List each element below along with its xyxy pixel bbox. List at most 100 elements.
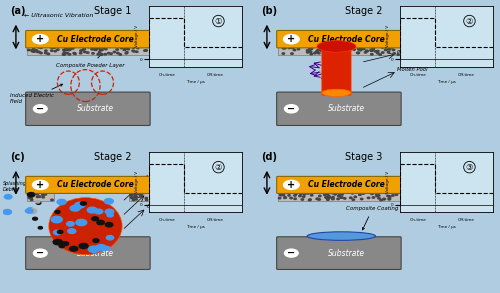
Circle shape <box>36 194 38 195</box>
Circle shape <box>68 50 70 51</box>
Circle shape <box>282 47 284 49</box>
Circle shape <box>88 246 100 253</box>
Circle shape <box>358 49 360 50</box>
Circle shape <box>329 49 331 51</box>
Circle shape <box>376 52 379 54</box>
Circle shape <box>319 47 322 49</box>
Text: Cu Electrode Core: Cu Electrode Core <box>308 35 384 44</box>
Circle shape <box>4 195 12 199</box>
Circle shape <box>341 194 344 195</box>
Circle shape <box>36 196 39 197</box>
Circle shape <box>376 195 378 197</box>
Circle shape <box>38 192 40 193</box>
Circle shape <box>88 207 97 213</box>
Circle shape <box>97 220 104 225</box>
Circle shape <box>371 47 374 48</box>
Circle shape <box>42 197 44 198</box>
Circle shape <box>36 201 40 203</box>
Circle shape <box>316 50 318 52</box>
Circle shape <box>94 49 97 50</box>
Circle shape <box>370 45 372 46</box>
Circle shape <box>34 45 37 46</box>
Circle shape <box>325 46 328 47</box>
Circle shape <box>104 54 106 55</box>
Circle shape <box>340 197 342 198</box>
Text: (a): (a) <box>10 6 26 16</box>
Circle shape <box>384 49 387 51</box>
Bar <box>278 45 400 55</box>
Circle shape <box>40 47 42 49</box>
Circle shape <box>63 52 66 53</box>
Circle shape <box>57 199 66 205</box>
Circle shape <box>358 191 360 192</box>
Circle shape <box>100 54 103 55</box>
Circle shape <box>70 205 80 211</box>
Circle shape <box>104 48 107 50</box>
Circle shape <box>96 46 98 47</box>
Circle shape <box>362 191 364 193</box>
Circle shape <box>88 46 90 48</box>
Circle shape <box>64 48 67 50</box>
Circle shape <box>70 246 78 251</box>
Text: +: + <box>36 34 44 44</box>
Circle shape <box>73 45 76 47</box>
Circle shape <box>82 49 84 51</box>
Circle shape <box>138 193 140 195</box>
Circle shape <box>50 47 53 48</box>
Circle shape <box>123 49 126 51</box>
Circle shape <box>132 47 134 48</box>
Circle shape <box>360 47 363 48</box>
Circle shape <box>362 48 365 50</box>
Circle shape <box>133 51 135 52</box>
Text: Molten Pool: Molten Pool <box>398 67 428 72</box>
Circle shape <box>109 45 112 47</box>
Circle shape <box>280 193 282 195</box>
Circle shape <box>35 50 37 51</box>
Circle shape <box>310 195 313 196</box>
Circle shape <box>308 48 311 50</box>
Circle shape <box>134 196 136 197</box>
Circle shape <box>354 45 356 47</box>
Circle shape <box>281 191 283 193</box>
Circle shape <box>31 191 34 192</box>
Circle shape <box>380 45 383 47</box>
Bar <box>27 190 54 200</box>
Circle shape <box>370 54 373 55</box>
Circle shape <box>372 48 374 50</box>
Circle shape <box>36 51 39 52</box>
Circle shape <box>44 50 47 52</box>
Circle shape <box>297 48 300 50</box>
Circle shape <box>354 196 356 197</box>
Circle shape <box>366 50 368 52</box>
Circle shape <box>54 50 56 52</box>
Circle shape <box>140 194 142 195</box>
Circle shape <box>356 52 359 54</box>
Circle shape <box>106 222 113 227</box>
Text: Stage 3: Stage 3 <box>344 152 382 162</box>
Circle shape <box>38 196 41 197</box>
Circle shape <box>364 52 366 53</box>
Circle shape <box>66 52 68 54</box>
Circle shape <box>350 197 352 198</box>
Circle shape <box>324 197 327 198</box>
Circle shape <box>280 195 282 196</box>
Circle shape <box>79 243 88 248</box>
Text: Cu Electrode Core: Cu Electrode Core <box>57 35 134 44</box>
Circle shape <box>336 51 338 53</box>
Circle shape <box>310 53 312 55</box>
Circle shape <box>86 52 89 53</box>
Circle shape <box>378 195 380 196</box>
Circle shape <box>3 209 12 214</box>
Circle shape <box>287 191 290 193</box>
Circle shape <box>309 199 312 200</box>
Circle shape <box>314 52 316 54</box>
Circle shape <box>341 48 344 49</box>
Circle shape <box>366 45 368 46</box>
Circle shape <box>28 197 30 198</box>
Text: −: − <box>36 104 44 114</box>
Circle shape <box>32 180 48 190</box>
Ellipse shape <box>307 232 376 240</box>
Circle shape <box>301 199 304 200</box>
Circle shape <box>44 194 46 195</box>
Text: Stage 1: Stage 1 <box>94 6 131 16</box>
